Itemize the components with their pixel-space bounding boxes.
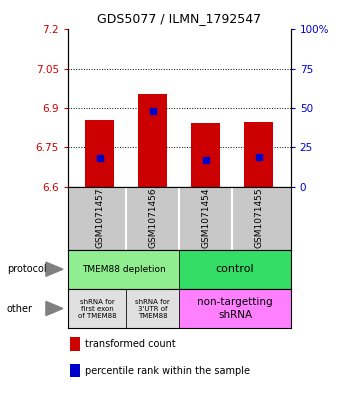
Text: percentile rank within the sample: percentile rank within the sample: [85, 366, 250, 376]
Bar: [244, 122, 273, 187]
Bar: [126, 289, 180, 328]
Text: GSM1071457: GSM1071457: [95, 188, 104, 248]
Polygon shape: [46, 301, 63, 316]
Title: GDS5077 / ILMN_1792547: GDS5077 / ILMN_1792547: [97, 13, 261, 26]
Text: GSM1071456: GSM1071456: [148, 188, 157, 248]
Text: non-targetting
shRNA: non-targetting shRNA: [197, 298, 273, 320]
Text: shRNA for
3'UTR of
TMEM88: shRNA for 3'UTR of TMEM88: [135, 299, 170, 318]
Text: GSM1071455: GSM1071455: [254, 188, 264, 248]
Bar: [70, 364, 80, 377]
Bar: [138, 94, 167, 187]
Text: shRNA for
first exon
of TMEM88: shRNA for first exon of TMEM88: [78, 299, 117, 318]
Bar: [68, 250, 180, 289]
Text: transformed count: transformed count: [85, 339, 175, 349]
Text: GSM1071454: GSM1071454: [201, 188, 210, 248]
Text: control: control: [216, 264, 254, 274]
Bar: [85, 120, 114, 187]
Text: other: other: [7, 303, 33, 314]
Bar: [70, 338, 80, 351]
Bar: [191, 123, 220, 187]
Text: protocol: protocol: [7, 264, 47, 274]
Bar: [68, 289, 126, 328]
Bar: [180, 289, 291, 328]
Text: TMEM88 depletion: TMEM88 depletion: [82, 265, 166, 274]
Bar: [180, 250, 291, 289]
Polygon shape: [46, 262, 63, 276]
